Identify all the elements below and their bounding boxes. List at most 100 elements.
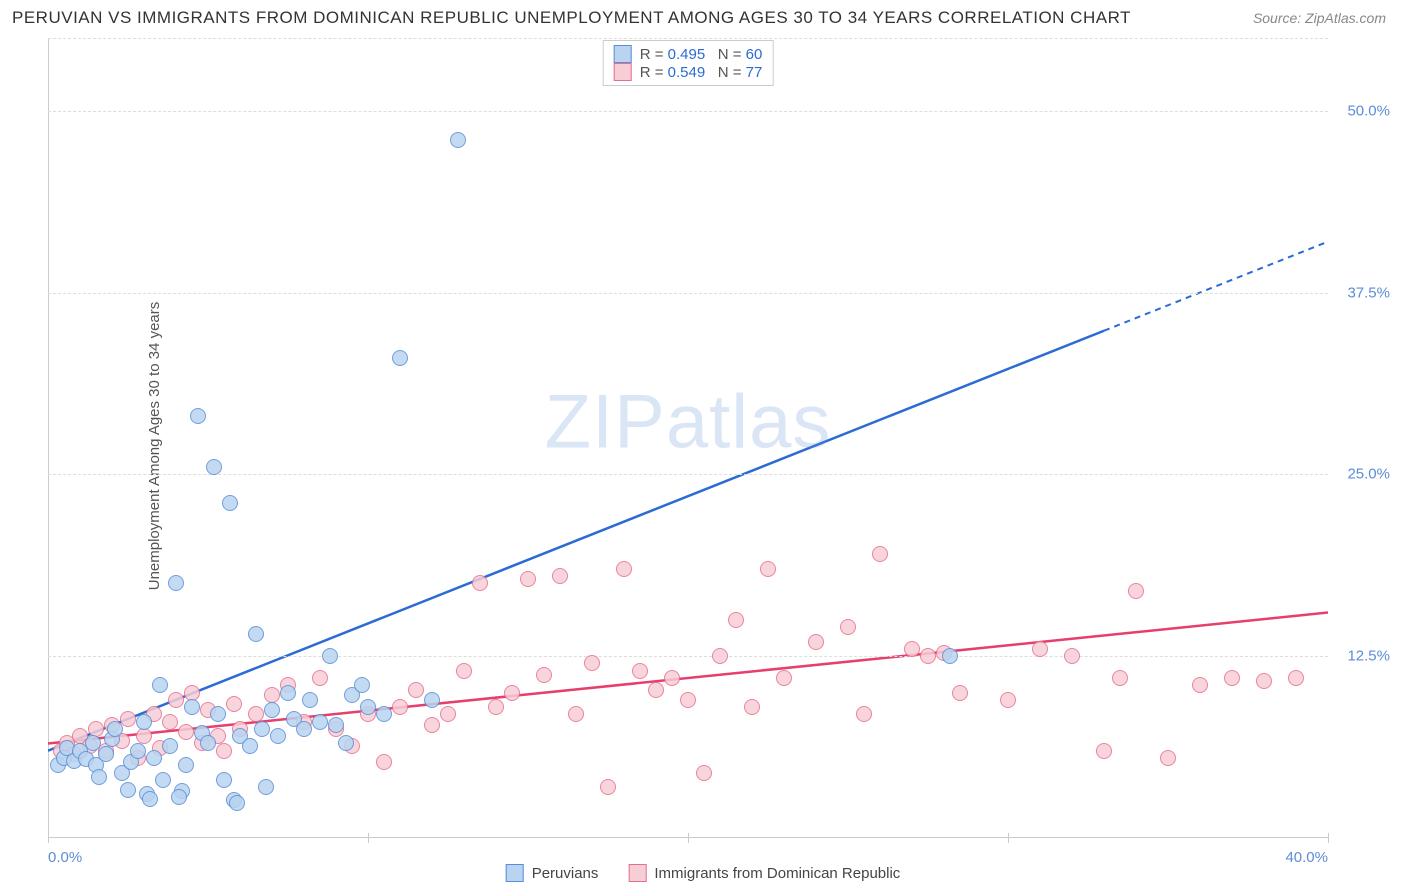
source-label: Source: ZipAtlas.com xyxy=(1253,10,1386,26)
data-point xyxy=(178,724,194,740)
data-point xyxy=(107,721,123,737)
data-point xyxy=(584,655,600,671)
data-point xyxy=(354,677,370,693)
x-tick xyxy=(1328,833,1329,843)
data-point xyxy=(258,779,274,795)
x-tick xyxy=(368,833,369,843)
data-point xyxy=(216,772,232,788)
data-point xyxy=(392,699,408,715)
data-point xyxy=(152,677,168,693)
x-tick-label: 40.0% xyxy=(1285,849,1328,866)
data-point xyxy=(456,663,472,679)
data-point xyxy=(450,132,466,148)
data-point xyxy=(1112,670,1128,686)
swatch-icon xyxy=(506,864,524,882)
watermark: ZIPatlas xyxy=(545,379,832,466)
gridline xyxy=(48,656,1328,657)
data-point xyxy=(280,685,296,701)
data-point xyxy=(222,495,238,511)
data-point xyxy=(91,769,107,785)
data-point xyxy=(728,612,744,628)
data-point xyxy=(920,648,936,664)
data-point xyxy=(184,699,200,715)
data-point xyxy=(472,575,488,591)
chart-title: PERUVIAN VS IMMIGRANTS FROM DOMINICAN RE… xyxy=(12,8,1131,28)
data-point xyxy=(856,706,872,722)
data-point xyxy=(210,706,226,722)
stats-text: R = 0.549 N = 77 xyxy=(640,64,763,81)
data-point xyxy=(312,670,328,686)
data-point xyxy=(136,714,152,730)
data-point xyxy=(146,750,162,766)
data-point xyxy=(424,692,440,708)
data-point xyxy=(776,670,792,686)
data-point xyxy=(171,789,187,805)
data-point xyxy=(338,735,354,751)
data-point xyxy=(376,706,392,722)
data-point xyxy=(328,717,344,733)
data-point xyxy=(226,696,242,712)
legend-label: Immigrants from Dominican Republic xyxy=(654,865,900,882)
x-tick-label: 0.0% xyxy=(48,849,82,866)
data-point xyxy=(1064,648,1080,664)
data-point xyxy=(120,782,136,798)
y-tick-label: 25.0% xyxy=(1347,466,1390,483)
data-point xyxy=(248,626,264,642)
data-point xyxy=(488,699,504,715)
trend-lines xyxy=(48,38,1328,838)
data-point xyxy=(322,648,338,664)
y-axis xyxy=(48,38,49,838)
data-point xyxy=(270,728,286,744)
data-point xyxy=(840,619,856,635)
data-point xyxy=(168,692,184,708)
data-point xyxy=(616,561,632,577)
data-point xyxy=(142,791,158,807)
watermark-light: atlas xyxy=(666,380,832,465)
data-point xyxy=(1096,743,1112,759)
data-point xyxy=(600,779,616,795)
data-point xyxy=(872,546,888,562)
x-tick xyxy=(688,833,689,843)
data-point xyxy=(1160,750,1176,766)
data-point xyxy=(520,571,536,587)
data-point xyxy=(808,634,824,650)
swatch-icon xyxy=(628,864,646,882)
data-point xyxy=(254,721,270,737)
stats-legend: R = 0.495 N = 60R = 0.549 N = 77 xyxy=(603,40,774,86)
data-point xyxy=(648,682,664,698)
y-tick-label: 12.5% xyxy=(1347,648,1390,665)
scatter-plot: ZIPatlas R = 0.495 N = 60R = 0.549 N = 7… xyxy=(48,38,1328,838)
y-tick-label: 50.0% xyxy=(1347,102,1390,119)
gridline xyxy=(48,111,1328,112)
data-point xyxy=(1192,677,1208,693)
data-point xyxy=(162,714,178,730)
stats-row: R = 0.495 N = 60 xyxy=(614,45,763,63)
gridline xyxy=(48,474,1328,475)
data-point xyxy=(155,772,171,788)
data-point xyxy=(376,754,392,770)
data-point xyxy=(312,714,328,730)
data-point xyxy=(1256,673,1272,689)
data-point xyxy=(1224,670,1240,686)
gridline xyxy=(48,38,1328,39)
stats-text: R = 0.495 N = 60 xyxy=(640,46,763,63)
data-point xyxy=(552,568,568,584)
data-point xyxy=(504,685,520,701)
data-point xyxy=(162,738,178,754)
x-tick xyxy=(1008,833,1009,843)
data-point xyxy=(696,765,712,781)
data-point xyxy=(1288,670,1304,686)
swatch-icon xyxy=(614,45,632,63)
x-tick xyxy=(48,833,49,843)
data-point xyxy=(952,685,968,701)
data-point xyxy=(632,663,648,679)
data-point xyxy=(1128,583,1144,599)
data-point xyxy=(680,692,696,708)
data-point xyxy=(88,721,104,737)
legend-label: Peruvians xyxy=(532,865,599,882)
data-point xyxy=(168,575,184,591)
data-point xyxy=(424,717,440,733)
data-point xyxy=(229,795,245,811)
data-point xyxy=(536,667,552,683)
watermark-bold: ZIP xyxy=(545,380,666,465)
